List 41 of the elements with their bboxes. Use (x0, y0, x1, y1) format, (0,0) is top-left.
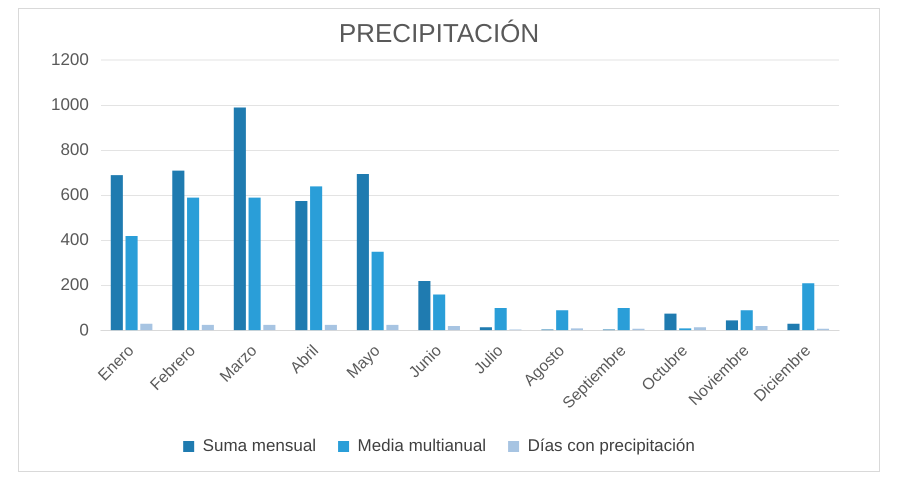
bar (263, 324, 276, 330)
bar (324, 324, 337, 330)
chart-title: PRECIPITACIÓN (338, 18, 540, 48)
y-tick-label: 1200 (50, 50, 89, 69)
bar (556, 310, 568, 330)
bar (740, 310, 753, 330)
y-tick-label: 1000 (50, 94, 89, 114)
bar (787, 324, 800, 330)
bar (140, 324, 152, 330)
bar (433, 294, 446, 330)
bar (248, 198, 261, 330)
bar (172, 170, 184, 330)
x-tick-label: Julio (471, 342, 507, 378)
bar (202, 324, 214, 330)
y-tick-label: 600 (60, 185, 89, 204)
bar (694, 327, 706, 330)
bar (494, 308, 507, 330)
bar (310, 186, 322, 330)
bar (356, 174, 369, 330)
y-tick-label: 400 (60, 230, 89, 250)
bar (755, 326, 768, 330)
bar (187, 198, 200, 330)
bar (126, 236, 138, 330)
y-tick-label: 800 (60, 140, 89, 160)
bar (448, 326, 460, 330)
legend-label: Suma mensual (202, 436, 316, 456)
bar (618, 308, 630, 330)
bar (418, 281, 430, 330)
legend-label: Días con precipitación (528, 436, 695, 456)
bar (295, 201, 308, 330)
bar (726, 320, 738, 330)
y-tick-label: 0 (79, 320, 89, 340)
bar (480, 327, 492, 330)
legend-label: Media multianual (358, 436, 486, 456)
bar (372, 252, 384, 330)
bar (664, 314, 676, 330)
bar (802, 283, 814, 330)
bar (234, 108, 246, 330)
y-tick-label: 200 (60, 275, 89, 294)
bar (386, 324, 398, 330)
bar (110, 175, 123, 330)
